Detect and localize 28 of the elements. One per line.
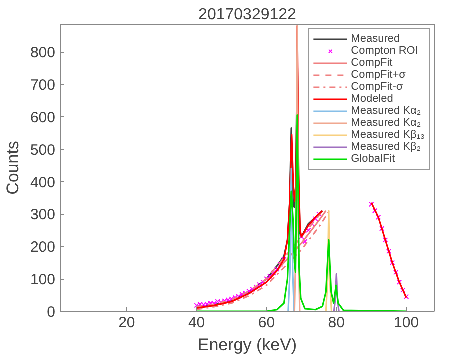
y-tick-label: 800 — [30, 44, 56, 62]
legend-label: Measured Kβ₂ — [351, 141, 422, 153]
y-tick-label: 400 — [30, 174, 56, 192]
y-tick-label: 700 — [30, 76, 56, 94]
x-axis-title: Energy (keV) — [198, 336, 298, 354]
legend-label: Compton ROI — [351, 45, 418, 57]
legend-label: Measured Kβ₁₃ — [351, 129, 425, 141]
x-tick-label: 60 — [258, 314, 276, 332]
legend-label: Measured Kα₂ — [351, 105, 422, 117]
x-tick-label: 40 — [188, 314, 206, 332]
x-tick-label: 20 — [118, 314, 136, 332]
legend-label: CompFit-σ — [351, 81, 404, 93]
legend-label: CompFit+σ — [351, 69, 406, 81]
legend-label: Measured Kα₂ — [351, 117, 422, 129]
chart-title: 20170329122 — [198, 6, 297, 24]
y-tick-label: 0 — [47, 304, 56, 321]
y-axis-title: Counts — [3, 141, 22, 195]
x-tick-label: 100 — [394, 314, 420, 332]
legend-label: Modeled — [351, 93, 394, 105]
y-tick-label: 200 — [30, 239, 56, 256]
x-tick-label: 80 — [328, 314, 345, 332]
y-tick-label: 500 — [30, 142, 56, 159]
y-tick-label: 300 — [30, 206, 56, 224]
legend-label: Measured — [351, 33, 400, 45]
legend-label: GlobalFit — [351, 153, 396, 165]
y-tick-label: 100 — [30, 272, 56, 289]
legend-label: CompFit — [351, 57, 393, 69]
y-tick-label: 600 — [30, 109, 56, 126]
